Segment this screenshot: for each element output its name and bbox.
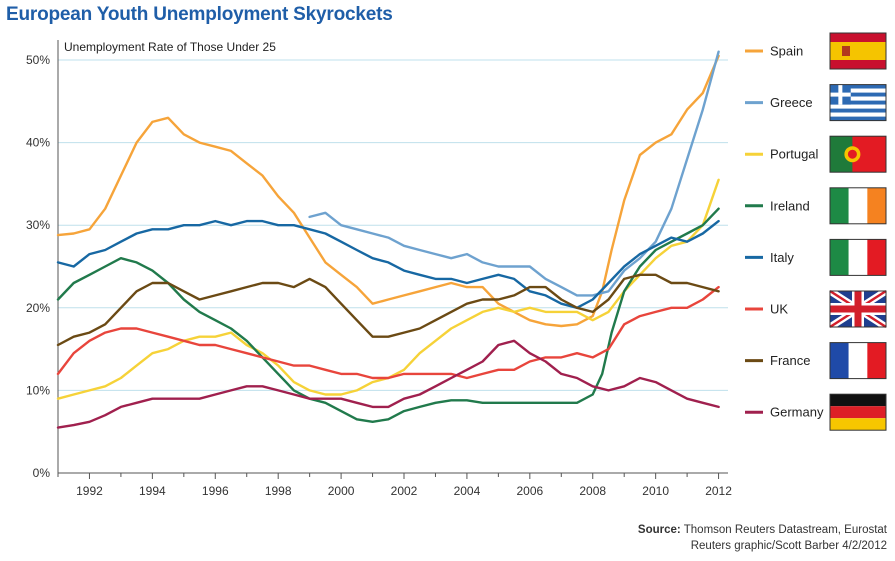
legend-item-germany: Germany [745,393,887,431]
x-tick-label: 2000 [328,484,355,498]
x-tick-label: 2002 [391,484,418,498]
x-tick-label: 1992 [76,484,103,498]
legend-label: Spain [770,44,803,59]
source-label: Source: [637,524,681,536]
y-tick-label: 0% [33,466,51,480]
x-tick-label: 1994 [139,484,166,498]
source-note: Source: Thomson Reuters Datastream, Euro… [638,522,887,554]
spain-flag-icon [829,32,887,70]
legend-label: Italy [770,250,794,265]
series-line-spain [56,54,720,328]
y-tick-label: 50% [26,53,50,67]
x-tick-label: 2010 [642,484,669,498]
y-axis-ticks: 0% 10% 20% 30% 40% 50% [26,53,50,480]
legend-label: France [770,353,810,368]
source-credit: Reuters graphic/Scott Barber 4/2/2012 [690,540,887,552]
italy-flag-icon [829,238,887,276]
x-tick-label: 1996 [202,484,229,498]
france-flag-icon [829,342,887,380]
legend-label: UK [770,302,788,317]
legend-item-france: France [745,342,887,380]
greece-flag-icon [829,84,887,122]
legend-item-portugal: Portugal [745,135,887,173]
series-line-italy [56,219,720,309]
series-lines [56,50,720,429]
series-line-france [56,273,720,347]
legend-item-greece: Greece [745,84,887,122]
y-tick-label: 20% [26,301,50,315]
chart-title: European Youth Unemployment Skyrockets [6,4,393,25]
chart-subtitle: Unemployment Rate of Those Under 25 [64,40,276,54]
x-tick-label: 2012 [705,484,732,498]
ireland-flag-icon [829,187,887,225]
legend-label: Germany [770,405,824,420]
gridlines [58,59,728,391]
portugal-flag-icon [829,135,887,173]
y-tick-label: 40% [26,136,50,150]
germany-flag-icon [829,393,887,431]
x-tick-label: 2006 [516,484,543,498]
legend-label: Portugal [770,147,819,162]
y-tick-label: 10% [26,383,50,397]
x-tick-label: 2004 [454,484,481,498]
legend: Spain Greece Portugal Ireland Italy UK France G… [745,32,888,431]
legend-label: Greece [770,95,813,110]
legend-label: Ireland [770,198,810,213]
x-axis-ticks: 1992 1994 1996 1998 2000 2002 2004 2006 2008 2010… [57,473,732,498]
y-tick-label: 30% [26,218,50,232]
legend-item-ireland: Ireland [745,187,887,225]
legend-item-spain: Spain [745,32,887,70]
series-line-germany [56,339,720,429]
series-line-uk [56,285,720,380]
legend-item-uk: UK [745,288,888,330]
series-line-greece [308,50,720,297]
uk-flag-icon [828,288,888,330]
source-text: Thomson Reuters Datastream, Eurostat [683,524,887,536]
legend-item-italy: Italy [745,238,887,276]
series-line-portugal [56,178,720,400]
x-tick-label: 2008 [579,484,606,498]
x-tick-label: 1998 [265,484,292,498]
axes [57,40,728,474]
series-line-ireland [56,207,720,423]
